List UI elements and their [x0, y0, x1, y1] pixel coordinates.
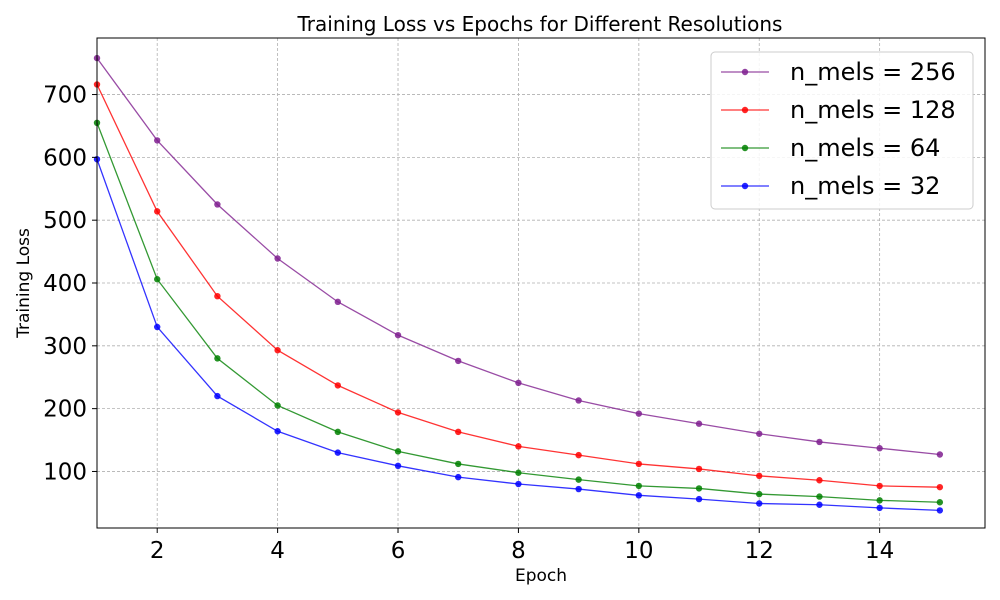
data-point	[214, 355, 221, 362]
data-point	[816, 438, 823, 446]
y-tick-label: 300	[43, 334, 87, 360]
data-point	[635, 460, 643, 468]
data-point	[154, 137, 161, 144]
data-point	[214, 292, 221, 300]
data-point	[154, 208, 161, 215]
data-point	[394, 462, 402, 470]
legend-swatch-marker	[741, 68, 749, 76]
data-point	[515, 379, 522, 387]
x-tick-label: 4	[270, 538, 285, 564]
data-point	[876, 497, 883, 504]
data-point	[575, 397, 582, 404]
data-point	[274, 428, 281, 435]
data-point	[876, 504, 883, 512]
data-point	[274, 402, 281, 409]
y-axis-title: Training Loss	[14, 228, 34, 339]
legend-item: n_mels = 32	[721, 172, 940, 200]
data-point	[756, 490, 763, 498]
series-lines	[93, 54, 944, 514]
data-point	[936, 499, 944, 506]
legend-label: n_mels = 128	[790, 96, 956, 124]
y-tick-label: 700	[43, 83, 87, 109]
data-point	[455, 428, 462, 436]
data-point	[274, 347, 281, 354]
data-point	[936, 451, 944, 458]
data-point	[334, 428, 342, 436]
data-point	[635, 410, 643, 417]
legend-swatch-marker	[741, 106, 749, 114]
data-point	[756, 472, 763, 480]
data-point	[515, 469, 522, 476]
legend: n_mels = 256 n_mels = 128 n_mels = 64 n_mel…	[710, 51, 974, 210]
data-point	[816, 501, 823, 508]
data-point	[334, 382, 342, 389]
legend-swatch-marker	[741, 144, 749, 152]
data-point	[515, 480, 522, 488]
data-point	[394, 448, 402, 455]
y-tick-label: 200	[43, 397, 87, 423]
x-axis-title: Epoch	[515, 566, 567, 586]
x-tick-label: 12	[745, 538, 774, 564]
legend-swatch-marker	[741, 182, 749, 190]
x-tick-label: 2	[150, 538, 165, 564]
data-point	[876, 445, 883, 452]
data-point	[515, 443, 522, 450]
axis-ticks: 2 4 6 8 10 12 14 100 200 300 400 500 600 700	[43, 83, 894, 564]
data-point	[455, 357, 462, 365]
data-point	[876, 482, 883, 490]
data-point	[635, 492, 643, 499]
chart-title: Training Loss vs Epochs for Different Re…	[297, 12, 783, 36]
data-point	[455, 473, 462, 481]
data-point	[756, 500, 763, 507]
data-point	[334, 298, 342, 306]
legend-item: n_mels = 128	[721, 96, 956, 124]
y-tick-label: 100	[43, 459, 87, 485]
x-tick-label: 8	[511, 538, 526, 564]
legend-label: n_mels = 32	[790, 172, 940, 200]
series-3	[93, 119, 944, 506]
grid	[97, 38, 985, 528]
x-tick-label: 6	[391, 538, 406, 564]
data-point	[575, 451, 582, 459]
data-point	[695, 495, 703, 503]
data-point	[695, 465, 703, 473]
data-point	[214, 201, 221, 208]
data-point	[816, 477, 823, 484]
x-tick-label: 10	[624, 538, 653, 564]
data-point	[154, 323, 161, 331]
data-point	[455, 460, 462, 468]
data-point	[936, 483, 944, 491]
data-point	[274, 255, 281, 262]
legend-item: n_mels = 256	[721, 58, 956, 86]
data-point	[394, 331, 402, 339]
data-point	[394, 409, 402, 416]
data-point	[575, 476, 582, 483]
data-point	[695, 420, 703, 427]
legend-box	[710, 51, 974, 210]
legend-label: n_mels = 64	[790, 134, 940, 162]
series-2	[93, 81, 944, 491]
y-tick-label: 600	[43, 145, 87, 171]
y-tick-label: 500	[43, 208, 87, 234]
data-point	[695, 485, 703, 492]
data-point	[214, 392, 221, 400]
legend-label: n_mels = 256	[790, 58, 956, 86]
x-tick-label: 14	[865, 538, 894, 564]
data-point	[154, 276, 161, 283]
y-tick-label: 400	[43, 271, 87, 297]
data-point	[936, 507, 944, 514]
data-point	[816, 493, 823, 500]
data-point	[575, 485, 582, 493]
data-point	[756, 430, 763, 437]
data-point	[334, 449, 342, 456]
data-point	[635, 482, 643, 490]
legend-item: n_mels = 64	[721, 134, 940, 162]
